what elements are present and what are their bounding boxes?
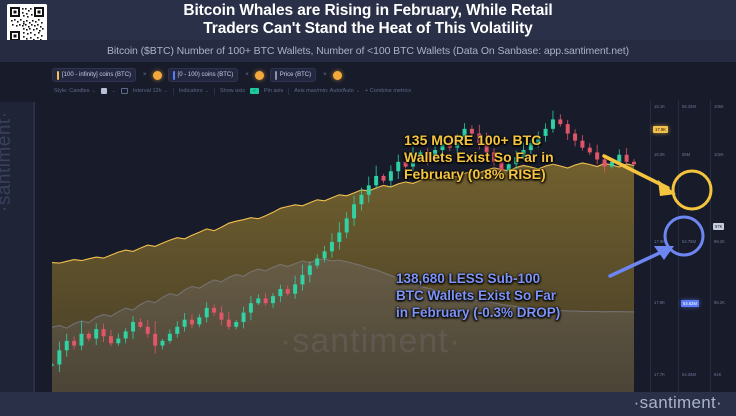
axis-tick-label: 102K [714, 152, 724, 157]
indicators-selector[interactable]: Indicators ⌄ [179, 88, 209, 94]
combine-metrics-button[interactable]: + Combine metrics [365, 88, 412, 94]
axis-column-price[interactable]: 106K 102K 98.2K 95.2K 91K 97K [710, 100, 736, 394]
style-selector[interactable]: Style: Candles ⌄ [54, 88, 96, 94]
legend-remove-price[interactable]: × [323, 72, 327, 78]
legend-label-whales: [100 - infinity] coins (BTC) [62, 72, 132, 78]
indicators-label: Indicators [178, 88, 203, 94]
axis-tick-label: 18.0K [654, 152, 665, 157]
toolbar-divider-2 [213, 87, 215, 95]
axis-current-value-badge: 17.9K [653, 126, 668, 133]
show-axis-label: Show axis [219, 88, 245, 94]
annotation-retail-line1: 138,680 LESS Sub-100 [396, 271, 541, 286]
chart-canvas [52, 100, 648, 394]
annotation-whales: 135 MORE 100+ BTC Wallets Exist So Far i… [404, 132, 713, 211]
legend-remove-retail[interactable]: × [245, 72, 249, 78]
axis-tick-label: 55.25M [682, 104, 696, 109]
right-axis-group: 18.1K 18.0K 17.9K 17.8K 17.7K 17.9K 55.25M 55M… [648, 100, 736, 394]
chevron-down-icon-color[interactable]: ⌄ [111, 88, 116, 94]
chevron-down-icon-style: ⌄ [91, 88, 96, 94]
qr-code-icon [7, 4, 47, 44]
toolbar-divider-3 [288, 87, 290, 95]
legend-swatch-price [274, 70, 277, 80]
rail-divider [34, 102, 35, 416]
metric-legend: [100 - infinity] coins (BTC) × [0 - 100)… [52, 66, 342, 84]
interval-selector-label: Interval 12h [132, 88, 162, 94]
add-metric-dot-3[interactable] [332, 70, 342, 80]
annotation-retail-line2: BTC Wallets Exist So Far [396, 288, 557, 303]
axis-tick-label: 17.8K [654, 300, 665, 305]
chevron-down-icon-interval: ⌄ [163, 88, 168, 94]
axis-tick-label: 106K [714, 104, 724, 109]
axis-tick-label: 55M [682, 152, 691, 157]
axis-column-whales[interactable]: 18.1K 18.0K 17.9K 17.8K 17.7K 17.9K [650, 100, 676, 394]
annotation-whales-line3: February (0.8% RISE) [404, 166, 546, 182]
footer-watermark: ·santiment· [633, 393, 722, 412]
page-title-line1: Bitcoin Whales are Rising in February, W… [183, 2, 553, 19]
legend-chip-retail[interactable]: [0 - 100) coins (BTC) [167, 68, 239, 82]
left-watermark: ·santiment· [0, 111, 15, 212]
chart-scale-icon[interactable] [120, 88, 128, 94]
axis-current-value-badge: 54.62M [681, 300, 699, 307]
annotation-whales-arrow [602, 154, 713, 211]
color-swatch-icon[interactable] [100, 88, 107, 94]
style-selector-label: Style: Candles [54, 88, 90, 94]
chart-plot-area[interactable]: ·santiment· [52, 100, 648, 394]
axis-minmax-label: Axis max/min: Auto/Auto [294, 88, 354, 94]
center-watermark: ·santiment· [280, 322, 462, 360]
legend-chip-whales[interactable]: [100 - infinity] coins (BTC) [52, 68, 137, 82]
axis-current-value-badge: 97K [713, 223, 725, 230]
chevron-down-icon-axis: ⌄ [355, 88, 361, 94]
axis-tick-label: 98.2K [714, 239, 725, 244]
axis-tick-label: 95.2K [714, 300, 725, 305]
legend-label-retail: [0 - 100) coins (BTC) [177, 72, 234, 78]
legend-swatch-whales [57, 70, 59, 80]
annotation-retail-line3: in February (-0.3% DROP) [396, 305, 561, 320]
legend-chip-price[interactable]: Price (BTC) [269, 68, 317, 82]
toolbar-divider-1 [172, 87, 174, 95]
annotation-retail-arrow [608, 215, 705, 278]
footer-bar: ·santiment· [0, 392, 736, 416]
page-title: Bitcoin Whales are Rising in February, W… [88, 2, 648, 38]
axis-tick-label: 17.9K [654, 239, 665, 244]
axis-tick-label: 54.75M [682, 239, 696, 244]
annotation-whales-line1: 135 MORE 100+ BTC [404, 132, 542, 148]
add-metric-dot-2[interactable] [254, 70, 264, 80]
legend-swatch-retail [172, 70, 175, 80]
subtitle-bar: Bitcoin ($BTC) Number of 100+ BTC Wallet… [0, 40, 736, 62]
axis-tick-label: 18.1K [654, 104, 665, 109]
legend-remove-whales[interactable]: × [143, 72, 147, 78]
axis-minmax-selector[interactable]: Axis max/min: Auto/Auto ⌄ [294, 88, 360, 94]
chevron-down-icon-indicators: ⌄ [204, 88, 209, 94]
chart-app: [100 - infinity] coins (BTC) × [0 - 100)… [0, 62, 736, 416]
page-title-line2: Traders Can't Stand the Heat of This Vol… [203, 20, 533, 37]
axis-column-retail[interactable]: 55.25M 55M 54.75M 54.26M 54.62M [678, 100, 708, 394]
chart-toolbar: Style: Candles ⌄ ⌄ Interval 12h ⌄ Indica… [54, 85, 411, 97]
annotation-retail: 138,680 LESS Sub-100 BTC Wallets Exist S… [396, 215, 705, 321]
axis-tick-label: 91K [714, 372, 722, 377]
show-axis-toggle[interactable]: ✓ [249, 88, 259, 94]
left-rail [0, 102, 34, 416]
series-whale-wallets [52, 162, 635, 394]
axis-tick-label: 54.26M [682, 372, 696, 377]
chart-subtitle: Bitcoin ($BTC) Number of 100+ BTC Wallet… [106, 45, 629, 57]
header-banner: Bitcoin Whales are Rising in February, W… [0, 0, 736, 44]
legend-label-price: Price (BTC) [279, 72, 312, 78]
interval-selector[interactable]: Interval 12h ⌄ [133, 88, 168, 94]
add-metric-dot-1[interactable] [152, 70, 162, 80]
annotation-whales-line2: Wallets Exist So Far in [404, 149, 554, 165]
axis-tick-label: 17.7K [654, 372, 665, 377]
pin-axis-label[interactable]: Pin axis [263, 88, 284, 94]
